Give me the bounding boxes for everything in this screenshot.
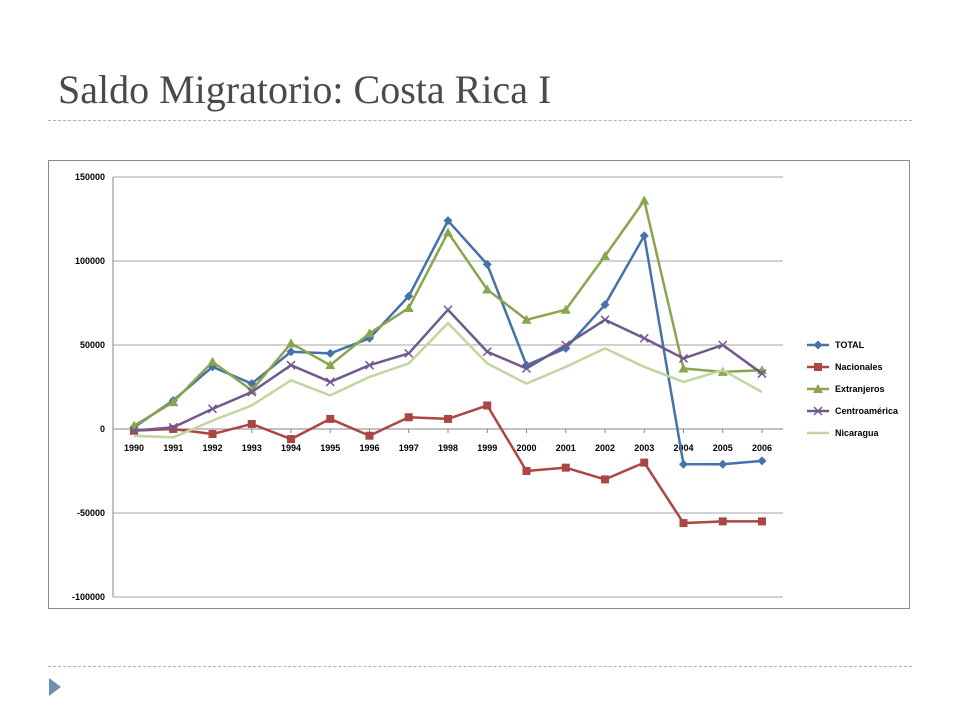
data-point-nacionales: [522, 467, 531, 475]
data-point-nacionales: [640, 458, 649, 467]
data-point-nacionales: [718, 517, 727, 526]
x-tick-label: 1996: [359, 443, 379, 453]
y-tick-label: 50000: [80, 340, 105, 350]
series-line-nacionales: [133, 404, 762, 525]
data-point-total: [247, 379, 257, 389]
data-point-extranjeros: [678, 363, 689, 373]
data-point-centroamerica: [364, 360, 375, 370]
data-point-nacionales: [483, 401, 492, 410]
data-point-total: [561, 343, 571, 353]
data-point-total: [600, 300, 610, 310]
data-point-centroamerica: [521, 363, 532, 374]
legend-label-nacionales: Nacionales: [835, 362, 883, 372]
data-point-extranjeros: [560, 304, 571, 314]
data-point-total: [718, 459, 728, 469]
data-point-nacionales: [169, 425, 178, 433]
legend-marker-nacionales: [814, 363, 822, 371]
data-point-centroamerica: [639, 333, 649, 343]
y-tick-label: -50000: [77, 508, 105, 518]
data-point-total: [482, 259, 492, 269]
data-point-centroamerica: [482, 347, 492, 357]
data-point-nacionales: [365, 431, 374, 440]
data-point-nacionales: [601, 475, 609, 484]
x-tick-label: 2003: [634, 443, 654, 453]
x-tick-label: 2002: [595, 443, 615, 453]
legend-marker-centroamerica: [813, 406, 823, 416]
x-tick-label: 1990: [124, 443, 144, 453]
data-point-extranjeros: [286, 338, 296, 348]
y-tick-label: 100000: [75, 256, 105, 266]
x-tick-label: 1995: [320, 443, 340, 453]
data-point-extranjeros: [364, 328, 375, 338]
data-point-nacionales: [404, 413, 413, 422]
slide-title: Saldo Migratorio: Costa Rica I: [58, 67, 552, 112]
data-point-extranjeros: [207, 356, 218, 366]
footer-divider: [48, 666, 912, 667]
x-tick-label: 1997: [399, 443, 419, 453]
legend-label-nicaragua: Nicaragua: [835, 428, 880, 438]
y-tick-label: 0: [100, 424, 105, 434]
chart-frame: 150000 100000 50000 0 -50000 -100000 1990 1991 1…: [48, 160, 910, 609]
legend-label-total: TOTAL: [835, 340, 865, 350]
x-tick-label: 1994: [281, 443, 301, 453]
data-point-total: [286, 347, 296, 357]
data-point-extranjeros: [521, 314, 532, 324]
y-tick-label: 150000: [75, 172, 105, 182]
x-tick-label: 1993: [242, 443, 262, 453]
x-tick-label: 1991: [163, 443, 183, 453]
legend-label-extranjeros: Extranjeros: [835, 384, 885, 394]
data-point-centroamerica: [286, 360, 296, 370]
x-tick-label: 1998: [438, 443, 458, 453]
data-point-extranjeros: [168, 397, 179, 407]
data-point-nacionales: [561, 463, 570, 472]
data-point-extranjeros: [639, 195, 650, 205]
title-divider: [48, 120, 912, 121]
data-point-nacionales: [287, 435, 295, 444]
series-line-total: [133, 219, 763, 466]
data-point-centroamerica: [561, 340, 571, 350]
data-point-nacionales: [758, 517, 766, 526]
data-point-extranjeros: [600, 250, 610, 260]
data-point-centroamerica: [207, 404, 218, 414]
data-point-total: [443, 216, 453, 226]
data-point-total: [679, 459, 688, 469]
data-point-centroamerica: [600, 315, 610, 325]
data-point-extranjeros: [325, 360, 336, 370]
legend-marker-total: [813, 340, 823, 350]
x-tick-label: 1999: [477, 443, 497, 453]
x-tick-label: 2005: [713, 443, 733, 453]
data-point-centroamerica: [757, 369, 767, 379]
data-point-centroamerica: [443, 305, 453, 315]
line-chart: 150000 100000 50000 0 -50000 -100000 1990 1991 1…: [72, 172, 899, 602]
series-line-nicaragua: [133, 321, 763, 439]
data-point-centroamerica: [247, 387, 257, 397]
x-tick-label: 1992: [202, 443, 222, 453]
data-point-total: [404, 291, 414, 301]
data-point-nacionales: [208, 430, 217, 439]
data-point-nacionales: [444, 414, 452, 423]
legend-label-centroamerica: Centroamérica: [835, 406, 899, 416]
data-point-nacionales: [326, 414, 335, 423]
data-point-centroamerica: [678, 353, 689, 363]
bullet-arrow-icon: [49, 678, 61, 696]
data-point-total: [325, 348, 335, 358]
data-point-extranjeros: [482, 284, 493, 294]
x-tick-label: 2001: [556, 443, 576, 453]
data-point-centroamerica: [718, 340, 728, 350]
data-point-centroamerica: [129, 426, 139, 436]
x-tick-label: 2006: [752, 443, 772, 453]
data-point-extranjeros: [403, 303, 414, 313]
data-point-total: [757, 456, 767, 466]
x-tick-label: 2000: [516, 443, 536, 453]
data-point-nacionales: [247, 419, 256, 428]
data-point-centroamerica: [325, 377, 335, 387]
y-tick-label: -100000: [72, 592, 105, 602]
data-point-total: [639, 231, 649, 241]
legend-marker-extranjeros: [813, 384, 823, 393]
data-point-centroamerica: [404, 348, 414, 358]
x-tick-label: 2004: [673, 443, 693, 453]
data-point-extranjeros: [443, 227, 453, 237]
data-point-nacionales: [679, 519, 688, 528]
data-point-centroamerica: [168, 422, 178, 432]
